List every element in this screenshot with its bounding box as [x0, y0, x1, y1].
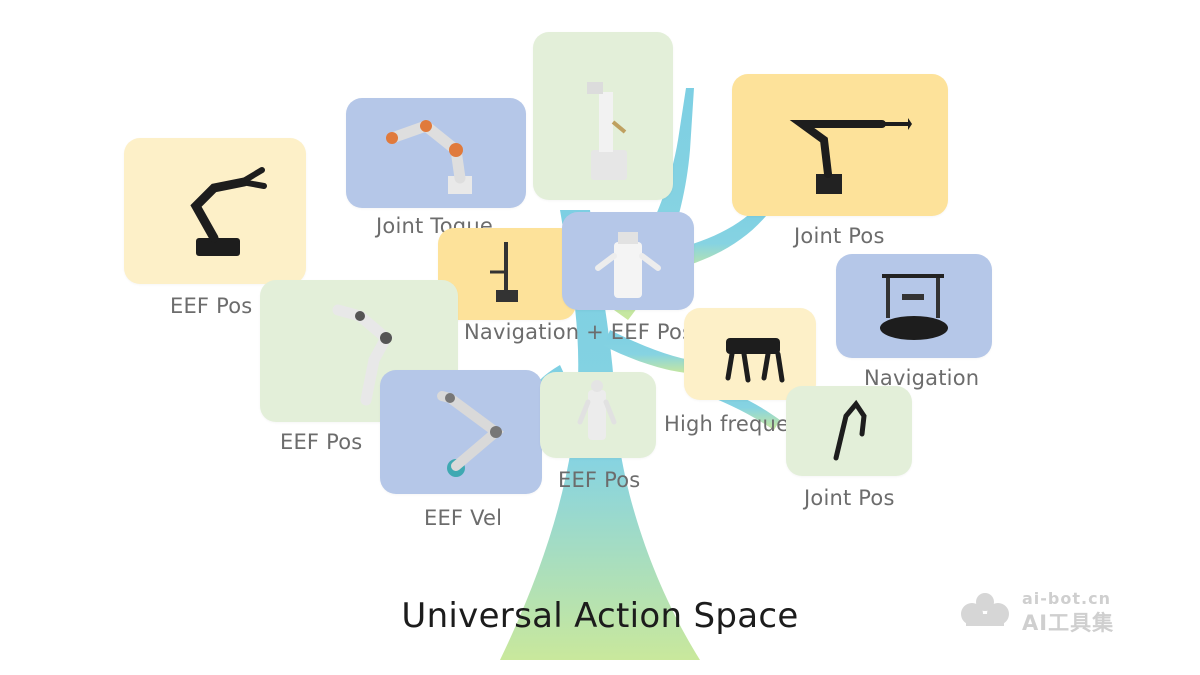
node-label: EEF Pos: [280, 430, 363, 454]
action-node-eef-vel: [380, 370, 542, 494]
quadruped-icon: [725, 338, 785, 383]
node-label: EEF Vel: [424, 506, 503, 530]
action-node-navigation-eef-pos: [438, 228, 576, 320]
diagram-title: Universal Action Space: [401, 596, 799, 636]
node-label: EEF Pos: [170, 294, 253, 318]
robot-arm-icon: [437, 391, 505, 477]
watermark-url: ai-bot.cn: [1022, 589, 1111, 608]
action-node-eef-pos-center: [540, 372, 656, 458]
cloud-logo-icon: [961, 593, 1009, 626]
watermark-name: AI工具集: [1022, 611, 1115, 635]
robot-arm-icon: [332, 304, 393, 406]
robot-arm-icon: [833, 399, 867, 461]
action-node-high-frequency: [684, 308, 816, 400]
node-label: Joint Pos: [804, 486, 895, 510]
action-node-joint-pos-top: [732, 74, 948, 216]
node-label: Joint Pos: [794, 224, 885, 248]
robot-arm-icon: [386, 119, 472, 194]
action-node-navigation: [836, 254, 992, 358]
node-label: Navigation + EEF Pos: [464, 320, 694, 344]
action-node-dual-arm: [562, 212, 694, 310]
action-node-joint-toque: [346, 98, 526, 208]
mobile-manipulator-icon: [490, 242, 518, 302]
watermark: ai-bot.cn AI工具集: [956, 589, 1146, 635]
robot-arm-icon: [789, 118, 912, 194]
humanoid-icon: [577, 380, 617, 440]
humanoid-icon: [587, 82, 627, 180]
action-node-joint-pos-bottom: [786, 386, 912, 476]
node-label: EEF Pos: [558, 468, 641, 492]
dual-arm-robot-icon: [595, 232, 661, 298]
action-node-eef-pos-left: [124, 138, 306, 284]
mobile-base-icon: [880, 274, 948, 340]
robot-arm-icon: [190, 167, 267, 256]
node-label: High freque: [664, 412, 790, 436]
action-node-top-humanoid: [533, 32, 673, 200]
